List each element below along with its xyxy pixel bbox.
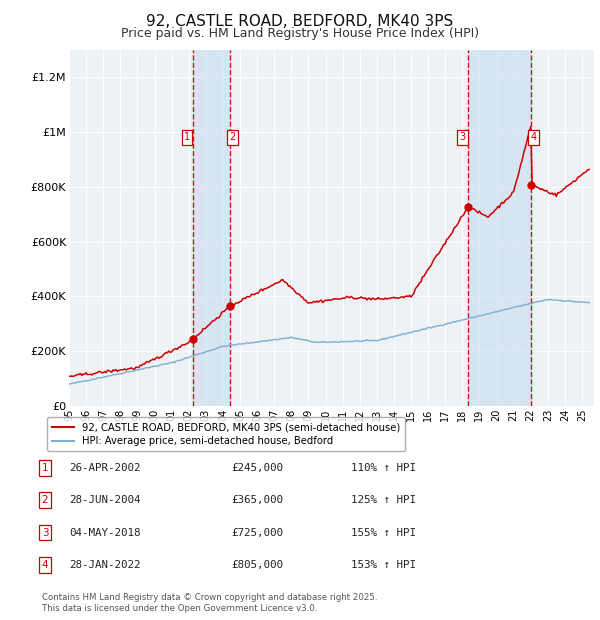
Text: Price paid vs. HM Land Registry's House Price Index (HPI): Price paid vs. HM Land Registry's House … [121,27,479,40]
Point [225,301,235,311]
Text: 28-JAN-2022: 28-JAN-2022 [69,560,140,570]
Text: 155% ↑ HPI: 155% ↑ HPI [351,528,416,538]
Text: 92, CASTLE ROAD, BEDFORD, MK40 3PS: 92, CASTLE ROAD, BEDFORD, MK40 3PS [146,14,454,29]
Text: 4: 4 [530,132,536,143]
Text: 3: 3 [459,132,465,143]
Text: 04-MAY-2018: 04-MAY-2018 [69,528,140,538]
Text: 4: 4 [41,560,49,570]
Legend: 92, CASTLE ROAD, BEDFORD, MK40 3PS (semi-detached house), HPI: Average price, se: 92, CASTLE ROAD, BEDFORD, MK40 3PS (semi… [47,417,405,451]
Text: 2: 2 [41,495,49,505]
Text: 26-APR-2002: 26-APR-2002 [69,463,140,473]
Text: 1: 1 [41,463,49,473]
Text: 1: 1 [184,132,190,143]
Text: 110% ↑ HPI: 110% ↑ HPI [351,463,416,473]
Text: 3: 3 [41,528,49,538]
Text: Contains HM Land Registry data © Crown copyright and database right 2025.
This d: Contains HM Land Registry data © Crown c… [42,593,377,613]
Text: 125% ↑ HPI: 125% ↑ HPI [351,495,416,505]
Text: 2: 2 [229,132,236,143]
Text: £365,000: £365,000 [231,495,283,505]
Text: £805,000: £805,000 [231,560,283,570]
Text: 28-JUN-2004: 28-JUN-2004 [69,495,140,505]
Text: £725,000: £725,000 [231,528,283,538]
Point [526,180,536,190]
Point [188,334,198,344]
Text: £245,000: £245,000 [231,463,283,473]
Bar [468,50,531,406]
Bar [193,50,230,406]
Point [463,202,473,212]
Text: 153% ↑ HPI: 153% ↑ HPI [351,560,416,570]
